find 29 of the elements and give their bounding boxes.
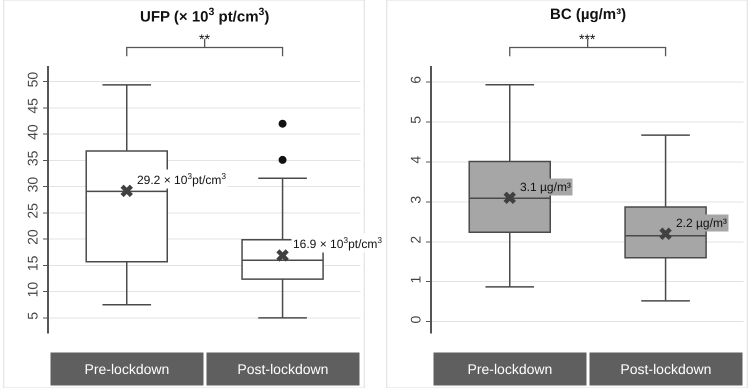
y-tick-label: 40: [24, 124, 40, 140]
annotation: 2.2 µg/m³: [676, 216, 727, 230]
y-tick-label: 5: [407, 116, 424, 124]
y-tick-label: 3: [407, 196, 424, 204]
y-tick-label: 30: [24, 176, 40, 192]
x-tick-label: Post-lockdown: [237, 361, 328, 377]
y-tick-label: 25: [24, 202, 40, 219]
y-tick-label: 20: [24, 229, 40, 245]
y-tick-label: 35: [24, 150, 40, 166]
x-tick-label: Pre-lockdown: [468, 361, 552, 377]
chart-title: UFP (× 10$^{3}$ pt/cm$^{3}$): [140, 6, 270, 26]
text: **: [199, 31, 210, 47]
annotation: 29.2 × 10$^{3}$pt/cm$^{3}$: [137, 171, 226, 188]
y-tick-label: 0: [407, 315, 424, 324]
y-tick-label: 15: [24, 255, 40, 272]
annotation: 3.1 µg/m³: [520, 180, 571, 194]
text: ***: [579, 31, 596, 47]
annotation: 16.9 × 10$^{3}$pt/cm$^{3}$: [293, 235, 382, 252]
y-tick-label: 4: [407, 156, 424, 164]
y-tick-label: 5: [24, 312, 40, 320]
y-tick-label: 2: [407, 236, 424, 244]
y-tick-label: 10: [24, 282, 40, 298]
y-tick-label: 1: [407, 276, 424, 284]
x-tick-label: Post-lockdown: [620, 361, 712, 377]
y-tick-label: 45: [24, 98, 40, 114]
y-tick-label: 6: [407, 76, 424, 84]
x-tick-label: Pre-lockdown: [84, 361, 170, 377]
y-tick-label: 50: [24, 72, 40, 88]
chart-title: BC (µg/m³): [550, 6, 626, 23]
